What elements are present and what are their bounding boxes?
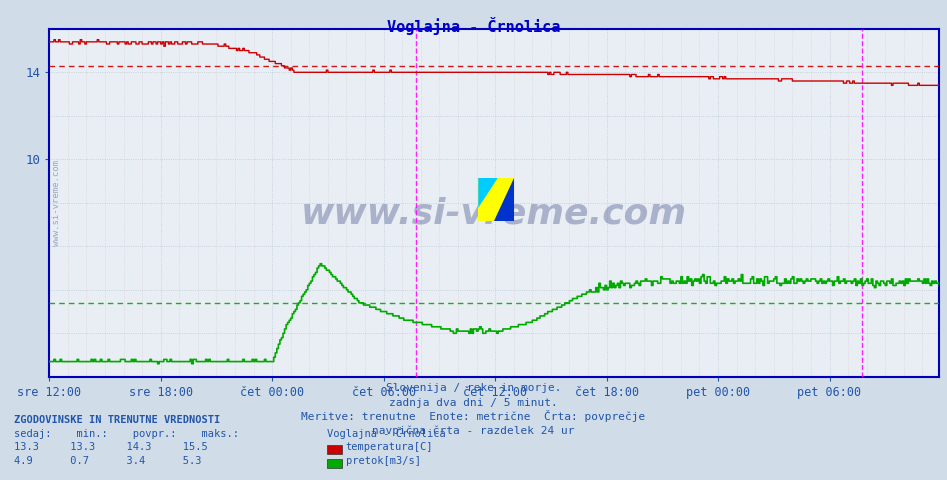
- Text: Slovenija / reke in morje.: Slovenija / reke in morje.: [385, 383, 562, 393]
- Text: Voglajna - Črnolica: Voglajna - Črnolica: [327, 427, 445, 439]
- Polygon shape: [494, 178, 514, 221]
- Text: Voglajna - Črnolica: Voglajna - Črnolica: [386, 17, 561, 35]
- Polygon shape: [478, 178, 498, 208]
- Text: ZGODOVINSKE IN TRENUTNE VREDNOSTI: ZGODOVINSKE IN TRENUTNE VREDNOSTI: [14, 415, 221, 425]
- Text: 13.3     13.3     14.3     15.5: 13.3 13.3 14.3 15.5: [14, 442, 208, 452]
- Text: sedaj:    min.:    povpr.:    maks.:: sedaj: min.: povpr.: maks.:: [14, 429, 240, 439]
- Text: zadnja dva dni / 5 minut.: zadnja dva dni / 5 minut.: [389, 397, 558, 408]
- Text: www.si-vreme.com: www.si-vreme.com: [301, 196, 688, 230]
- Text: navpična črta - razdelek 24 ur: navpična črta - razdelek 24 ur: [372, 426, 575, 436]
- Text: Meritve: trenutne  Enote: metrične  Črta: povprečje: Meritve: trenutne Enote: metrične Črta: …: [301, 410, 646, 422]
- Text: 4.9      0.7      3.4      5.3: 4.9 0.7 3.4 5.3: [14, 456, 202, 466]
- Text: temperatura[C]: temperatura[C]: [346, 442, 433, 452]
- Text: pretok[m3/s]: pretok[m3/s]: [346, 456, 420, 466]
- Text: www.si-vreme.com: www.si-vreme.com: [52, 160, 61, 246]
